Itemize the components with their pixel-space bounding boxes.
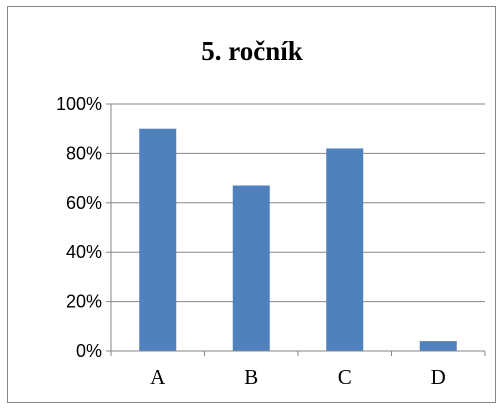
y-tick-label: 20% — [66, 292, 102, 312]
x-category-label: A — [150, 365, 166, 389]
x-category-label: C — [338, 365, 352, 389]
bar-d — [419, 341, 457, 351]
y-tick-label: 100% — [56, 94, 102, 114]
y-tick-label: 60% — [66, 193, 102, 213]
y-tick-label: 80% — [66, 143, 102, 163]
bar-a — [139, 128, 177, 351]
x-category-label: B — [244, 365, 258, 389]
x-category-label: D — [431, 365, 446, 389]
axis-labels: 0% 20% 40% 60% 80% 100% A B C D — [56, 94, 446, 389]
axes — [106, 103, 486, 356]
y-tick-label: 0% — [76, 341, 102, 361]
y-tick-label: 40% — [66, 242, 102, 262]
bar-b — [232, 185, 270, 351]
bar-c — [326, 148, 364, 351]
bars — [139, 128, 457, 351]
chart-title: 5. ročník — [201, 36, 303, 66]
